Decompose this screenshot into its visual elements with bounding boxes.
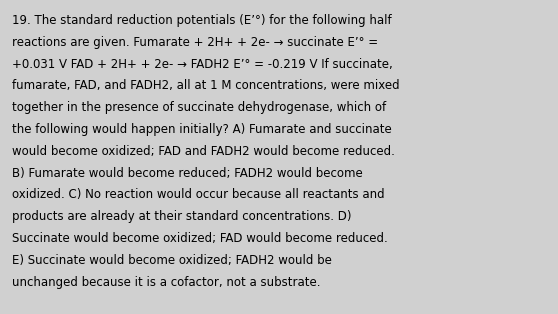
Text: would become oxidized; FAD and FADH2 would become reduced.: would become oxidized; FAD and FADH2 wou… — [12, 145, 395, 158]
Text: products are already at their standard concentrations. D): products are already at their standard c… — [12, 210, 352, 223]
Text: +0.031 V FAD + 2H+ + 2e- → FADH2 E’° = -0.219 V If succinate,: +0.031 V FAD + 2H+ + 2e- → FADH2 E’° = -… — [12, 57, 393, 71]
Text: fumarate, FAD, and FADH2, all at 1 M concentrations, were mixed: fumarate, FAD, and FADH2, all at 1 M con… — [12, 79, 400, 92]
Text: E) Succinate would become oxidized; FADH2 would be: E) Succinate would become oxidized; FADH… — [12, 254, 332, 267]
Text: unchanged because it is a cofactor, not a substrate.: unchanged because it is a cofactor, not … — [12, 276, 320, 289]
Text: reactions are given. Fumarate + 2H+ + 2e- → succinate E’° =: reactions are given. Fumarate + 2H+ + 2e… — [12, 36, 378, 49]
Text: Succinate would become oxidized; FAD would become reduced.: Succinate would become oxidized; FAD wou… — [12, 232, 388, 245]
Text: 19. The standard reduction potentials (E’°) for the following half: 19. The standard reduction potentials (E… — [12, 14, 392, 27]
Text: oxidized. C) No reaction would occur because all reactants and: oxidized. C) No reaction would occur bec… — [12, 188, 384, 201]
Text: the following would happen initially? A) Fumarate and succinate: the following would happen initially? A)… — [12, 123, 392, 136]
Text: B) Fumarate would become reduced; FADH2 would become: B) Fumarate would become reduced; FADH2 … — [12, 167, 363, 180]
Text: together in the presence of succinate dehydrogenase, which of: together in the presence of succinate de… — [12, 101, 386, 114]
